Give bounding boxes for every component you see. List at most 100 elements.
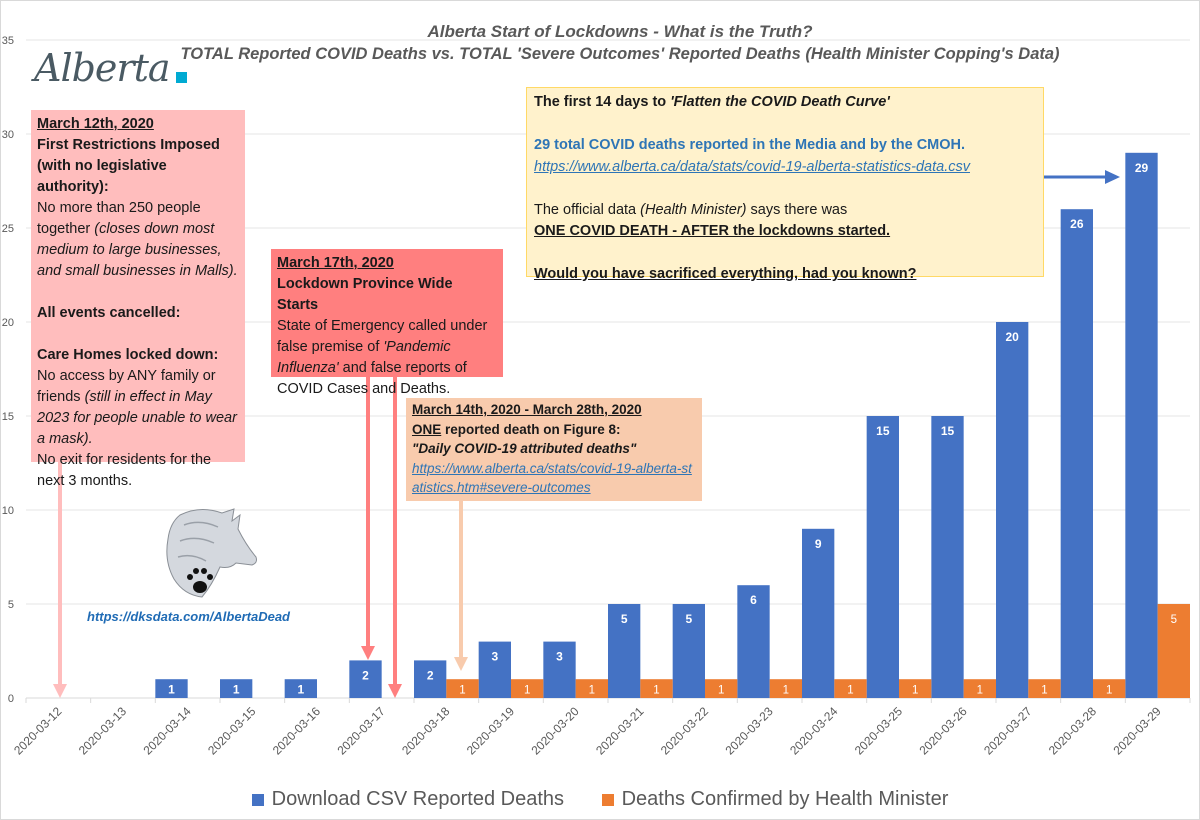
data-label: 1	[977, 685, 983, 697]
march12-care-italic: (still in effect in May 2023 for people …	[37, 389, 237, 447]
march12-heading1: First Restrictions Imposed	[37, 137, 220, 153]
summary-line5: Would you have sacrificed everything, ha…	[534, 266, 917, 282]
bar-reported	[284, 679, 317, 698]
data-label: 15	[941, 424, 955, 438]
summary-link[interactable]: https://www.alberta.ca/data/stats/covid-…	[534, 158, 970, 175]
data-label: 5	[685, 612, 692, 626]
bar-reported	[931, 416, 964, 698]
x-tick-label: 2020-03-18	[399, 704, 453, 758]
data-label: 3	[491, 650, 498, 664]
march12-heading2: (with no legislative authority):	[37, 158, 167, 195]
bar-confirmed	[769, 679, 802, 698]
legend-item-blue: Download CSV Reported Deaths	[251, 788, 565, 811]
bar-confirmed	[640, 679, 673, 698]
arrow-march17-b-head	[388, 684, 402, 698]
alberta-logo-square	[176, 72, 187, 83]
bar-reported	[543, 641, 576, 698]
bar-confirmed	[963, 679, 996, 698]
march12-care-text: No access by ANY family or friends	[37, 368, 216, 405]
march17-date: March 17th, 2020	[277, 255, 394, 271]
march12-exit: No exit for residents for the next 3 mon…	[37, 452, 212, 489]
bar-reported	[1125, 152, 1158, 699]
data-label: 1	[524, 685, 530, 697]
wolf-icon	[166, 508, 257, 598]
march14-quote: "Daily COVID-19 attributed deaths"	[412, 441, 637, 456]
x-tick-label: 2020-03-14	[140, 704, 194, 758]
x-tick-label: 2020-03-23	[722, 704, 776, 758]
bar-confirmed	[1028, 679, 1061, 698]
march14-date: March 14th, 2020 - March 28th, 2020	[412, 402, 642, 417]
arrow-march12-head	[53, 684, 67, 698]
bar-confirmed	[1157, 604, 1190, 698]
data-label: 1	[589, 685, 595, 697]
x-tick-label: 2020-03-19	[464, 704, 518, 758]
bar-reported	[737, 585, 770, 698]
bar-confirmed	[705, 679, 738, 698]
legend: Download CSV Reported Deaths Deaths Conf…	[0, 788, 1200, 812]
march14-text: reported death on Figure 8:	[441, 421, 621, 437]
bar-confirmed	[899, 679, 932, 698]
march14-one: ONE	[412, 421, 442, 437]
march14-link[interactable]: https://www.alberta.ca/stats/covid-19-al…	[412, 460, 692, 496]
data-label: 2	[362, 668, 369, 682]
march17-italic: 'Pandemic Influenza'	[277, 339, 451, 376]
data-label: 26	[1070, 217, 1084, 231]
annotation-march12: March 12th, 2020 First Restrictions Impo…	[31, 110, 245, 489]
watermark-link[interactable]: https://dksdata.com/AlbertaDead	[87, 609, 290, 624]
bar-confirmed	[575, 679, 608, 698]
x-tick-label: 2020-03-28	[1046, 704, 1100, 758]
x-tick-label: 2020-03-29	[1110, 704, 1164, 758]
legend-item-orange: Deaths Confirmed by Health Minister	[601, 788, 949, 811]
y-tick-label: 5	[8, 599, 14, 611]
bar-confirmed	[834, 679, 867, 698]
x-tick-label: 2020-03-27	[981, 704, 1035, 758]
annotation-summary-content: The first 14 days to 'Flatten the COVID …	[526, 87, 1044, 282]
march12-events: All events cancelled:	[37, 305, 181, 321]
x-tick-label: 2020-03-26	[916, 704, 970, 758]
bar-reported	[1060, 209, 1093, 698]
annotation-march14-28: March 14th, 2020 - March 28th, 2020 ONE …	[406, 398, 702, 501]
y-tick-label: 0	[8, 693, 14, 705]
bar-reported	[996, 322, 1029, 698]
y-axis-ticks: 0 5 10 15 20 25 30 35	[2, 35, 14, 705]
x-tick-label: 2020-03-16	[270, 704, 324, 758]
data-label: 1	[168, 683, 175, 697]
y-tick-label: 15	[2, 411, 14, 423]
y-tick-label: 30	[2, 129, 14, 141]
bar-reported	[802, 528, 835, 698]
legend-swatch-blue	[251, 793, 264, 806]
x-tick-label: 2020-03-25	[852, 704, 906, 758]
x-tick-label: 2020-03-20	[528, 704, 582, 758]
y-tick-label: 20	[2, 317, 14, 329]
legend-label-orange: Deaths Confirmed by Health Minister	[621, 788, 949, 810]
data-label: 1	[847, 685, 853, 697]
bar-confirmed	[511, 679, 544, 698]
data-label: 1	[233, 683, 240, 697]
data-label: 1	[783, 685, 789, 697]
legend-label-blue: Download CSV Reported Deaths	[271, 788, 565, 810]
march17-text: State of Emergency called under false pr…	[277, 318, 488, 355]
x-tick-label: 2020-03-12	[11, 704, 65, 758]
march12-care-heading: Care Homes locked down:	[37, 347, 219, 363]
summary-line2: 29 total COVID deaths reported in the Me…	[534, 137, 966, 153]
x-axis-labels: 2020-03-12 2020-03-13 2020-03-14 2020-03-15…	[11, 704, 1164, 758]
legend-swatch-orange	[601, 793, 614, 806]
bar-confirmed	[446, 679, 479, 698]
march17-text2: and false reports of COVID Cases and Dea…	[277, 360, 467, 397]
summary-line4: ONE COVID DEATH - AFTER the lockdowns st…	[534, 223, 891, 239]
summary-line3a: The official data	[534, 201, 641, 218]
arrow-march17-a-head	[361, 646, 375, 660]
bar-confirmed	[1093, 679, 1126, 698]
bar-reported	[672, 604, 705, 698]
x-tick-label: 2020-03-21	[593, 704, 647, 758]
chart-subtitle: TOTAL Reported COVID Deaths vs. TOTAL 'S…	[180, 45, 1060, 63]
y-tick-label: 35	[2, 35, 14, 47]
x-tick-label: 2020-03-17	[334, 704, 388, 758]
data-label: 2	[427, 668, 434, 682]
data-label: 5	[1171, 614, 1177, 626]
data-label: 15	[876, 424, 890, 438]
data-label: 1	[653, 685, 659, 697]
bar-reported	[349, 660, 382, 698]
arrow-march14-head	[454, 657, 468, 671]
